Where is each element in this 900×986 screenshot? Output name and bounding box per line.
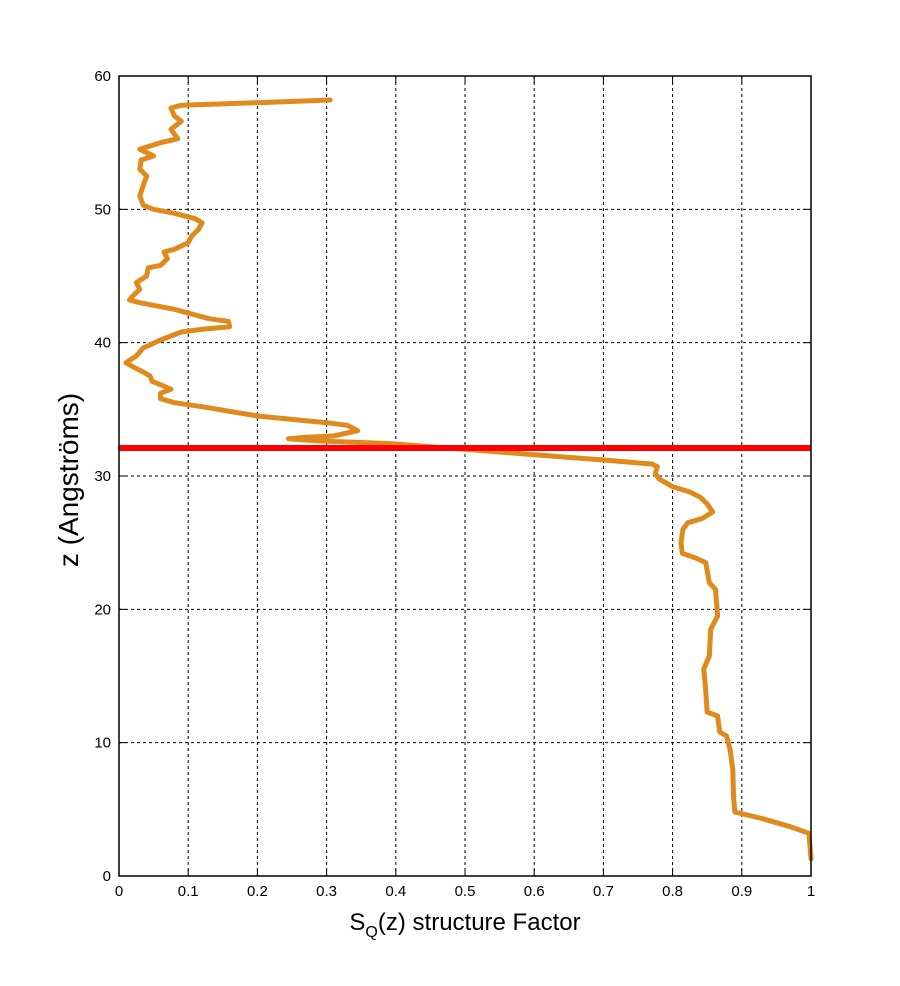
x-axis-label: SQ(z) structure Factor (349, 909, 580, 941)
y-axis-ticks: 0 10 20 30 40 50 60 (94, 68, 811, 885)
x-tick-label: 0.7 (593, 883, 614, 900)
x-tick-label: 0.4 (385, 883, 406, 900)
y-tick-label: 30 (94, 468, 111, 485)
x-tick-label: 0.1 (178, 883, 199, 900)
data-series (123, 97, 814, 862)
y-tick-label: 50 (94, 201, 111, 218)
x-tick-label: 0.2 (247, 883, 268, 900)
grid-lines (119, 76, 811, 876)
x-axis-label-rest: (z) structure Factor (378, 909, 581, 936)
x-tick-label: 0.8 (662, 883, 683, 900)
x-axis-label-main: S (349, 909, 365, 936)
y-tick-label: 0 (103, 868, 111, 885)
x-tick-label: 0.3 (316, 883, 337, 900)
x-tick-label: 0.9 (731, 883, 752, 900)
x-axis-label-subscript: Q (365, 924, 377, 941)
series-line (123, 97, 814, 862)
y-tick-label: 20 (94, 601, 111, 618)
x-tick-label: 1 (807, 883, 815, 900)
y-axis-label: z (Angströms) (53, 393, 84, 567)
y-tick-label: 10 (94, 735, 111, 752)
x-tick-label: 0 (115, 883, 123, 900)
x-tick-label: 0.5 (455, 883, 476, 900)
x-tick-label: 0.6 (524, 883, 545, 900)
y-tick-label: 40 (94, 335, 111, 352)
x-axis-ticks: 0 0.1 0.2 0.3 0.4 0.5 0.6 0.7 0.8 0.9 1 (115, 76, 815, 900)
y-tick-label: 60 (94, 68, 111, 85)
